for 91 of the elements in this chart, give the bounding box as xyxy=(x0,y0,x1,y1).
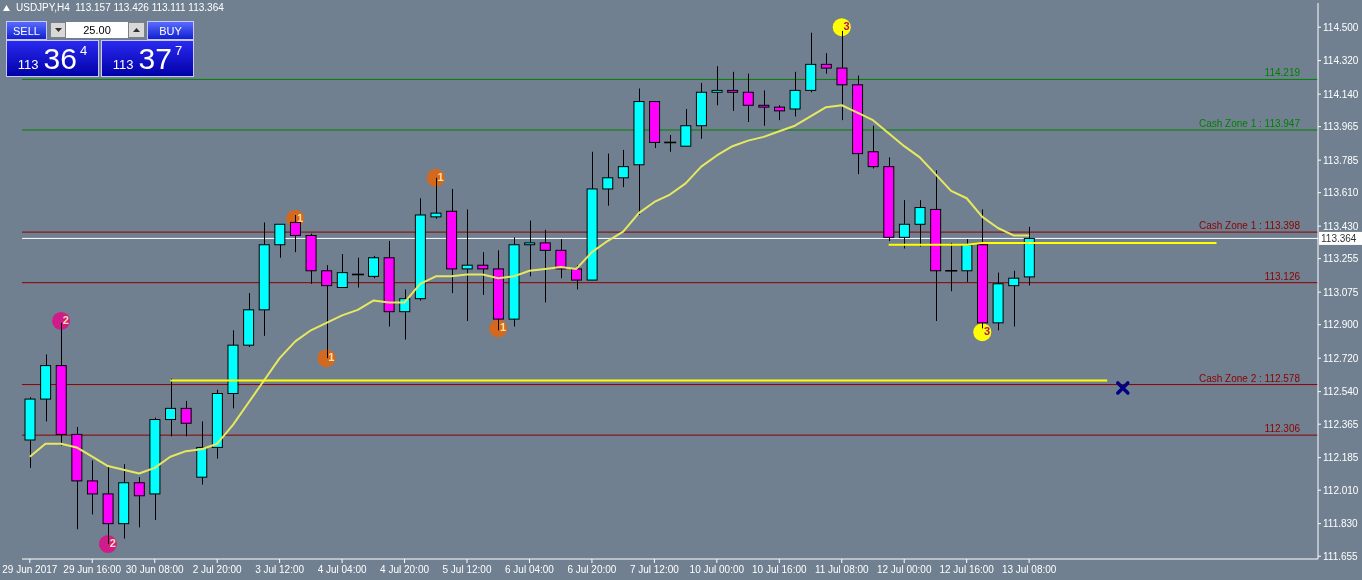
candlestick xyxy=(867,125,879,169)
candlestick xyxy=(461,208,473,322)
x-tick-label: 6 Jul 20:00 xyxy=(567,564,617,575)
x-tick-label: 11 Jul 08:00 xyxy=(814,564,870,575)
candlestick xyxy=(539,229,551,303)
y-tick-label: 114.140 xyxy=(1323,88,1359,100)
y-tick-label: 113.965 xyxy=(1323,121,1359,133)
candlestick xyxy=(165,378,177,437)
y-tick-label: 114.500 xyxy=(1323,21,1359,33)
x-tick-label: 7 Jul 12:00 xyxy=(629,564,680,575)
annotation: BUY xyxy=(159,24,182,37)
y-tick-label: 112.010 xyxy=(1323,484,1359,496)
y-tick-label: 112.365 xyxy=(1323,418,1359,430)
series-label: 1 xyxy=(328,351,335,364)
candlestick xyxy=(758,89,770,127)
candlestick xyxy=(898,199,910,249)
candlestick xyxy=(555,238,567,279)
candlestick xyxy=(368,255,380,279)
button: BUY xyxy=(147,21,194,40)
ref-line-label: Cash Zone 1 : 113.947 xyxy=(1199,118,1301,130)
x-tick-label: 5 Jul 12:00 xyxy=(442,564,492,575)
x-tick-label: 12 Jul 00:00 xyxy=(876,564,932,575)
annotation: 25.00 xyxy=(83,24,111,36)
x-tick-label: 10 Jul 00:00 xyxy=(689,564,745,575)
candlestick xyxy=(742,73,754,123)
y-tick-label: 112.720 xyxy=(1323,352,1359,364)
candlestick xyxy=(524,220,536,277)
x-tick-label: 29 Jun 16:00 xyxy=(63,564,122,575)
x-tick-label: 10 Jul 16:00 xyxy=(752,564,807,575)
button: SELL xyxy=(6,21,47,40)
y-tick-label: 112.900 xyxy=(1323,319,1359,331)
price-box: 113 36$^{4}$ xyxy=(6,40,99,77)
text: 2 xyxy=(109,537,116,550)
candlestick xyxy=(914,199,926,248)
price-box: 113 37$^{7}$ xyxy=(101,40,194,77)
x-tick-label: 29 Jun 2017 xyxy=(2,564,58,575)
candlestick xyxy=(321,264,333,359)
ref-line-label: 113.364 xyxy=(1321,233,1357,245)
y-tick-label: 112.540 xyxy=(1323,386,1359,398)
y-tick-label: 113.255 xyxy=(1323,253,1359,265)
y-tick-label: 111.830 xyxy=(1323,518,1359,530)
y-tick-label: 114.320 xyxy=(1323,55,1359,67)
candlestick xyxy=(336,253,348,289)
spin-field: 25.00 xyxy=(50,22,145,38)
x-tick-label: 3 Jul 12:00 xyxy=(255,564,305,575)
candlestick xyxy=(836,30,848,121)
text: 3 xyxy=(984,325,991,338)
candlestick xyxy=(820,52,832,75)
candlestick xyxy=(602,153,614,207)
point xyxy=(1116,381,1130,395)
candlestick xyxy=(571,264,583,290)
x-tick-label: 30 Jun 08:00 xyxy=(125,564,185,575)
candlestick xyxy=(133,476,145,528)
candlestick xyxy=(274,223,286,259)
candlestick xyxy=(711,65,723,106)
candlestick xyxy=(727,71,739,112)
candlestick xyxy=(289,214,301,253)
x-tick-label: 4 Jul 04:00 xyxy=(317,564,367,575)
line-series xyxy=(28,104,1031,475)
x-tick-label: 4 Jul 20:00 xyxy=(380,564,430,575)
x-tick-label: 12 Jul 16:00 xyxy=(939,564,995,575)
ref-line-label: 114.219 xyxy=(1264,67,1301,79)
candlestick xyxy=(617,149,629,188)
candlestick xyxy=(1008,270,1020,328)
y-tick-label: 113.430 xyxy=(1323,220,1359,232)
text: 1 xyxy=(437,170,444,183)
y-tick-label: 112.185 xyxy=(1323,452,1359,464)
y-tick-label: 113.075 xyxy=(1323,286,1359,298)
candlestick xyxy=(680,108,692,147)
ref-line-label: Cash Zone 2 : 112.578 xyxy=(1199,372,1301,384)
ref-line-label: 113.126 xyxy=(1264,270,1301,282)
x-tick-label: 6 Jul 04:00 xyxy=(505,564,555,575)
ref-line-label: Cash Zone 1 : 113.398 xyxy=(1199,220,1301,232)
x-tick-label: 13 Jul 08:00 xyxy=(1001,564,1057,575)
annotation: SELL xyxy=(13,24,40,37)
candlestick xyxy=(86,459,98,515)
y-tick-label: 113.610 xyxy=(1323,187,1359,199)
candlestick xyxy=(180,400,192,437)
candlestick xyxy=(789,71,801,117)
series-label: 2 xyxy=(62,313,69,326)
text: 1 xyxy=(297,211,304,224)
annotation: 113 37$^{7}$ xyxy=(112,42,183,75)
y-tick-label: 113.785 xyxy=(1323,154,1359,166)
chart-title: USDJPY,H4 113.157 113.426 113.111 113.364 xyxy=(16,2,224,13)
ref-line-label: 112.306 xyxy=(1264,423,1301,435)
annotation: 113 36$^{4}$ xyxy=(17,42,88,75)
text: 1 xyxy=(500,321,507,334)
series-label: 3 xyxy=(843,20,850,33)
y-tick-label: 111.655 xyxy=(1323,550,1359,562)
x-tick-label: 2 Jul 20:00 xyxy=(192,564,243,575)
candlestick xyxy=(477,251,489,296)
